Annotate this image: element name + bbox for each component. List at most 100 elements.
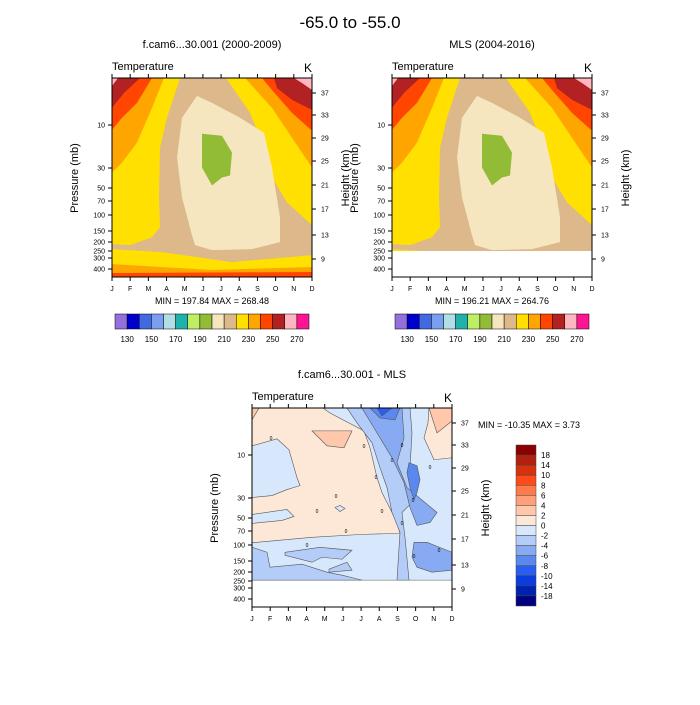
colorbar-box — [515, 474, 537, 486]
x-tick-label: M — [285, 616, 291, 623]
x-tick-label: N — [571, 286, 576, 293]
contour-region — [554, 78, 592, 110]
y-axis-label: Pressure (mb) — [69, 143, 81, 213]
x-tick-label: D — [449, 616, 454, 623]
contour-label: 0 — [306, 543, 309, 549]
colorbar-box — [515, 565, 537, 577]
x-tick-label: J — [499, 286, 503, 293]
x-tick-label: O — [273, 286, 279, 293]
colorbar-label: 150 — [145, 335, 159, 344]
colorbar-label: 250 — [546, 335, 560, 344]
colorbar-box — [515, 575, 537, 587]
contour-region — [252, 438, 301, 498]
panel-2: 0 0 0 0 0 0 0 0 0 0 0 0 0 0 0 f.cam6...30.001 - MLS Temp… — [209, 369, 580, 623]
colorbar-box — [540, 313, 553, 330]
x-tick-label: M — [425, 286, 431, 293]
colorbar-label: 14 — [541, 461, 550, 470]
x-tick-label: J — [390, 286, 394, 293]
plot-frame — [111, 77, 313, 278]
x-tick-label: J — [341, 616, 345, 623]
colorbar-label: 2 — [541, 511, 546, 520]
y-tick-label: 200 — [233, 570, 245, 577]
colorbar-box — [199, 313, 213, 330]
colorbar-box — [564, 313, 578, 330]
contour-region — [574, 78, 592, 90]
plot-frame — [391, 77, 593, 278]
colorbar-box — [479, 313, 493, 330]
colorbar-label: 170 — [449, 335, 463, 344]
colorbar-box — [552, 313, 565, 330]
x-tick-label: F — [128, 286, 132, 293]
min-max-label: MIN = 197.84 MAX = 268.48 — [155, 296, 269, 306]
contour-region — [428, 408, 452, 434]
contour-region — [252, 408, 260, 421]
colorbar-label: 230 — [522, 335, 536, 344]
colorbar-box — [431, 313, 444, 330]
contour-region — [112, 78, 118, 86]
contour-label: 0 — [335, 494, 338, 500]
colorbar-label: 190 — [473, 335, 487, 344]
contour-label: 0 — [413, 554, 416, 560]
colorbar-box — [503, 313, 517, 330]
colorbar-box — [248, 313, 261, 330]
y-tick-label: 50 — [97, 186, 105, 193]
colorbar-label: -8 — [541, 562, 549, 571]
y-tick-label: 150 — [93, 229, 105, 236]
y-tick-label: 400 — [93, 267, 105, 274]
y-tick-label: 30 — [237, 496, 245, 503]
x-tick-label: A — [517, 286, 522, 293]
panel-title: f.cam6...30.001 (2000-2009) — [143, 39, 282, 51]
colorbar-box — [515, 555, 537, 566]
colorbar-label: -18 — [541, 592, 553, 601]
x-tick-label: A — [444, 286, 449, 293]
colorbar-box — [515, 515, 537, 526]
y-tick-label: 50 — [377, 186, 385, 193]
contour-label: 0 — [391, 458, 394, 464]
y-axis-right-label: Height (km) — [340, 150, 352, 207]
colorbar-label: 130 — [400, 335, 414, 344]
x-tick-label: M — [182, 286, 188, 293]
plot-frame — [251, 407, 453, 608]
colorbar-label: 170 — [169, 335, 183, 344]
colorbar-box — [515, 454, 537, 466]
y-axis-label: Pressure (mb) — [209, 473, 221, 543]
x-tick-label: J — [359, 616, 363, 623]
y-tick-right-label: 29 — [461, 466, 469, 473]
contour-region — [392, 78, 420, 108]
y-tick-right-label: 21 — [321, 183, 329, 190]
colorbar-label: 250 — [266, 335, 280, 344]
x-tick-label: J — [201, 286, 205, 293]
contour-label: 0 — [316, 509, 319, 515]
colorbar-box — [175, 313, 188, 330]
panel-title: f.cam6...30.001 - MLS — [298, 369, 406, 381]
panel-title: MLS (2004-2016) — [449, 39, 535, 51]
figure-title: -65.0 to -55.0 — [299, 13, 400, 32]
contour-fills — [392, 78, 592, 277]
y-tick-right-label: 17 — [601, 207, 609, 214]
colorbar-label: -14 — [541, 582, 553, 591]
y-tick-label: 10 — [377, 123, 385, 130]
colorbar-label: 4 — [541, 501, 546, 510]
x-tick-label: D — [589, 286, 594, 293]
y-tick-label: 70 — [377, 199, 385, 206]
colorbar-label: 190 — [193, 335, 207, 344]
y-tick-label: 400 — [233, 597, 245, 604]
units-label: K — [444, 391, 452, 405]
contour-region — [328, 561, 353, 573]
contour-label: 0 — [438, 548, 441, 554]
y-tick-right-label: 9 — [601, 257, 605, 264]
y-tick-label: 150 — [373, 229, 385, 236]
units-label: K — [304, 61, 312, 75]
x-tick-label: M — [322, 616, 328, 623]
y-tick-label: 150 — [233, 559, 245, 566]
contour-region — [311, 430, 353, 449]
y-axis-label: Pressure (mb) — [349, 143, 361, 213]
y-tick-label: 250 — [93, 249, 105, 256]
x-tick-label: O — [553, 286, 559, 293]
x-tick-label: J — [219, 286, 223, 293]
y-tick-right-label: 21 — [461, 513, 469, 520]
contour-region — [252, 509, 295, 524]
colorbar-box — [394, 313, 408, 330]
y-tick-right-label: 25 — [601, 159, 609, 166]
